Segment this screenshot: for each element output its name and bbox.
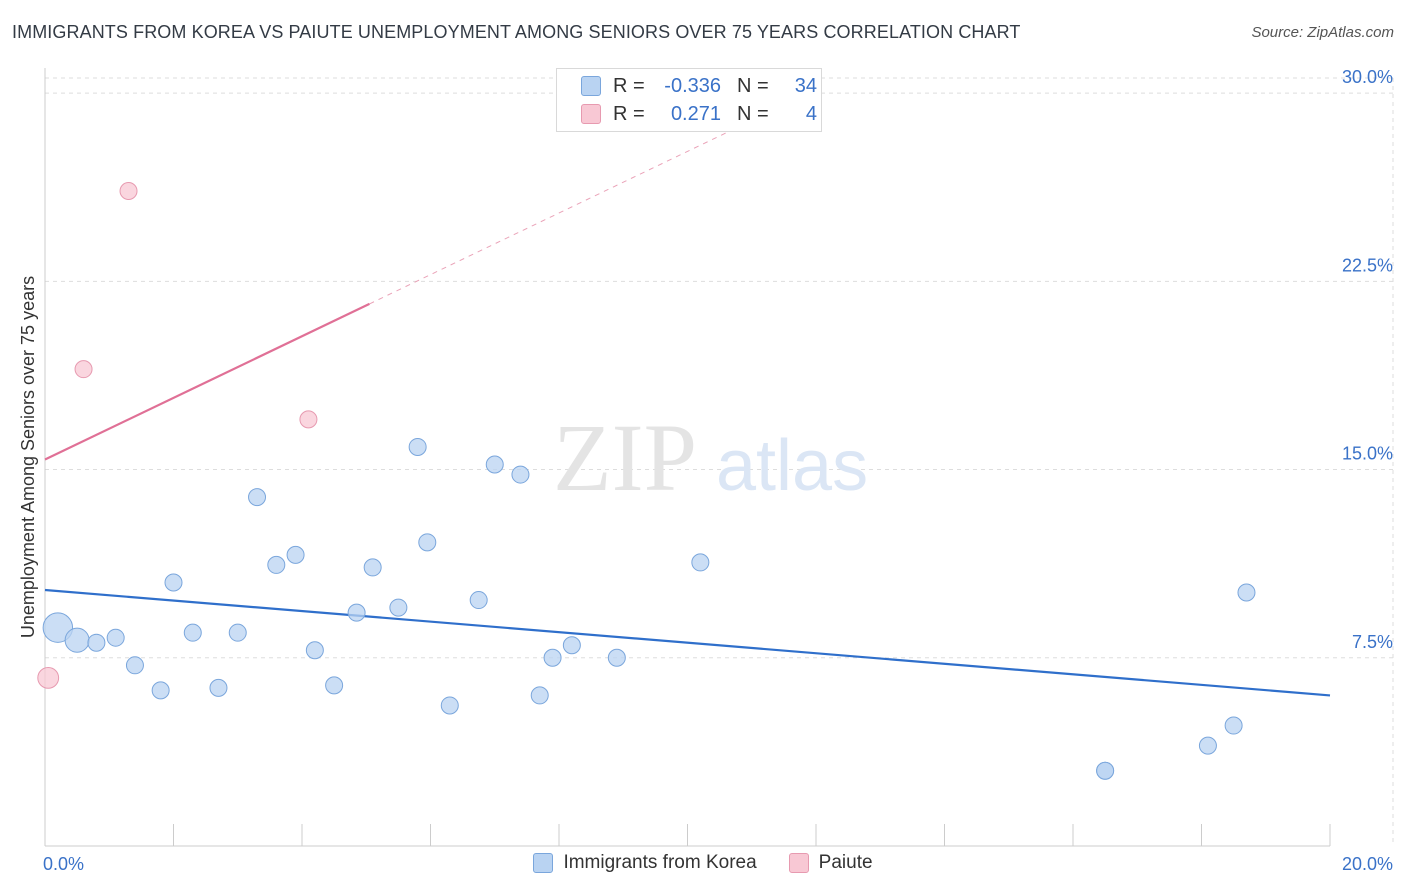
legend-n-label: N = bbox=[737, 102, 769, 125]
data-point-paiute bbox=[74, 360, 93, 379]
data-point-korea bbox=[418, 533, 437, 552]
data-point-korea bbox=[543, 648, 562, 667]
data-point-korea bbox=[209, 678, 228, 697]
chart-title: IMMIGRANTS FROM KOREA VS PAIUTE UNEMPLOY… bbox=[12, 22, 1021, 42]
data-point-korea bbox=[1224, 716, 1243, 735]
data-point-korea bbox=[607, 648, 626, 667]
series-legend-paiute[interactable]: Paiute bbox=[788, 852, 873, 874]
legend-n-value: 4 bbox=[805, 102, 817, 125]
trend-layer bbox=[44, 120, 1331, 697]
legend-r-value: 0.271 bbox=[670, 102, 721, 125]
data-point-korea bbox=[305, 641, 324, 660]
data-point-paiute bbox=[119, 181, 138, 200]
series-swatch-paiute bbox=[788, 853, 809, 873]
data-point-korea bbox=[64, 627, 90, 653]
legend-n-label: N = bbox=[737, 74, 769, 97]
series-legend: Immigrants from Korea Paiute bbox=[0, 852, 1406, 874]
legend-r-label: R = bbox=[613, 102, 645, 125]
watermark-zip: ZIP bbox=[553, 404, 697, 511]
data-point-korea bbox=[408, 437, 427, 456]
data-point-korea bbox=[363, 558, 382, 577]
data-point-korea bbox=[511, 465, 530, 484]
watermark-atlas: atlas bbox=[716, 426, 868, 506]
series-swatch-korea bbox=[533, 853, 554, 873]
data-point-paiute bbox=[299, 410, 318, 429]
points-layer bbox=[37, 181, 1256, 780]
data-point-korea bbox=[691, 553, 710, 572]
data-point-korea bbox=[183, 623, 202, 642]
data-point-korea bbox=[562, 636, 581, 655]
stats-legend: R = -0.336 N = 34 R = 0.271 N = 4 bbox=[556, 68, 822, 132]
y-tick-label: 15.0% bbox=[1342, 444, 1393, 464]
legend-swatch-paiute bbox=[581, 104, 601, 124]
data-point-korea bbox=[1237, 583, 1256, 602]
legend-row-korea: R = -0.336 N = 34 bbox=[581, 73, 817, 99]
trend-line-korea bbox=[44, 588, 1331, 697]
watermark: ZIP atlas bbox=[553, 404, 868, 511]
data-point-korea bbox=[164, 573, 183, 592]
legend-n-value: 34 bbox=[794, 74, 817, 97]
trend-line-paiute bbox=[44, 302, 370, 461]
x-tick-label: 0.0% bbox=[43, 854, 84, 874]
data-point-korea bbox=[125, 656, 144, 675]
data-point-korea bbox=[42, 612, 74, 643]
y-axis-label: Unemployment Among Seniors over 75 years bbox=[18, 276, 38, 638]
legend-r-value: -0.336 bbox=[664, 74, 721, 97]
data-point-korea bbox=[469, 591, 488, 610]
y-tick-label: 30.0% bbox=[1342, 67, 1393, 87]
data-point-korea bbox=[389, 598, 408, 617]
data-point-korea bbox=[485, 455, 504, 474]
data-point-korea bbox=[106, 628, 125, 647]
y-tick-label: 7.5% bbox=[1352, 632, 1393, 652]
labels-layer: 7.5% 15.0% 22.5% 30.0% 0.0% 20.0% Unemployment… bbox=[18, 67, 1393, 874]
data-point-korea bbox=[1198, 736, 1217, 755]
data-point-korea bbox=[1096, 761, 1115, 780]
source-label: Source: ZipAtlas.com bbox=[1251, 24, 1394, 41]
legend-r-label: R = bbox=[613, 74, 645, 97]
data-point-korea bbox=[286, 545, 305, 564]
series-legend-korea[interactable]: Immigrants from Korea bbox=[533, 852, 757, 874]
data-point-korea bbox=[267, 555, 286, 574]
data-point-korea bbox=[440, 696, 459, 715]
x-tick-label: 20.0% bbox=[1342, 854, 1393, 874]
trend-line-paiute-extension bbox=[369, 120, 752, 305]
y-tick-label: 22.5% bbox=[1342, 255, 1393, 275]
data-point-korea bbox=[347, 603, 366, 622]
data-point-paiute bbox=[37, 666, 60, 689]
data-point-korea bbox=[530, 686, 549, 705]
legend-swatch-korea bbox=[581, 76, 601, 96]
axes-layer bbox=[44, 68, 1331, 847]
series-label-paiute: Paiute bbox=[818, 852, 873, 873]
data-point-korea bbox=[325, 676, 344, 695]
data-point-korea bbox=[228, 623, 247, 642]
series-label-korea: Immigrants from Korea bbox=[563, 852, 757, 873]
data-point-korea bbox=[151, 681, 170, 700]
legend-row-paiute: R = 0.271 N = 4 bbox=[581, 101, 817, 127]
data-point-korea bbox=[248, 488, 267, 507]
data-point-korea bbox=[87, 633, 106, 652]
